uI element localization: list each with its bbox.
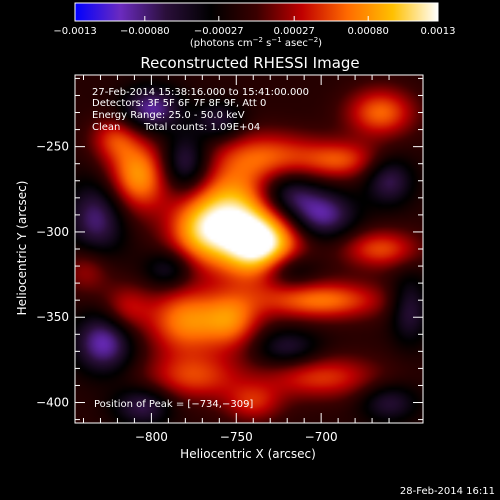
annotation-block: 27-Feb-2014 15:38:16.000 to 15:41:00.000… <box>92 87 309 133</box>
annotation-detectors: Detectors: 3F 5F 6F 7F 8F 9F, Att 0 <box>92 98 266 109</box>
colorbar <box>74 2 439 22</box>
annotation-method: Clean <box>92 122 120 133</box>
colorbar-unit-part: s <box>263 38 271 49</box>
colorbar-unit-part: asec <box>282 38 308 49</box>
colorbar-tick-label: −0.00027 <box>194 26 244 37</box>
colorbar-ticks: −0.0013 −0.00080 −0.00027 0.00027 0.00080 0.0… <box>53 16 456 37</box>
chart-title: Reconstructed RHESSI Image <box>140 54 359 72</box>
axis-ticks: −800 −750 −700 −250 −300 −350 −400 <box>36 75 424 444</box>
colorbar-tick-label: 0.0013 <box>421 26 456 37</box>
y-tick-label: −300 <box>36 225 69 239</box>
colorbar-unit-exponent: −2 <box>253 36 263 44</box>
colorbar-tick-label: 0.00027 <box>274 26 315 37</box>
colorbar-unit-part: (photons cm <box>190 38 253 49</box>
colorbar-unit-exponent: −2 <box>308 36 318 44</box>
footer-timestamp: 28-Feb-2014 16:11 <box>400 486 495 497</box>
annotation-energy: Energy Range: 25.0 - 50.0 keV <box>92 110 245 121</box>
annotation-peak: Position of Peak = [−734,−309] <box>94 399 253 410</box>
x-tick-label: −800 <box>135 430 168 444</box>
colorbar-tick-label: −0.0013 <box>53 26 96 37</box>
y-axis-label: Heliocentric Y (arcsec) <box>15 181 29 316</box>
heatmap-image <box>75 75 423 423</box>
colorbar-unit-exponent: −1 <box>271 36 281 44</box>
colorbar-unit-label: (photons cm−2 s−1 asec−2) <box>190 36 322 49</box>
colorbar-tick-label: −0.00080 <box>120 26 170 37</box>
x-tick-label: −750 <box>220 430 253 444</box>
y-tick-label: −250 <box>36 140 69 154</box>
annotation-counts: Total counts: 1.09E+04 <box>143 122 260 133</box>
annotation-time-range: 27-Feb-2014 15:38:16.000 to 15:41:00.000 <box>92 87 309 98</box>
y-tick-label: −400 <box>36 396 69 410</box>
y-tick-label: −350 <box>36 310 69 324</box>
x-tick-label: −700 <box>305 430 338 444</box>
colorbar-unit-part: ) <box>318 38 322 49</box>
colorbar-tick-label: 0.00080 <box>348 26 389 37</box>
x-axis-label: Heliocentric X (arcsec) <box>180 447 316 461</box>
